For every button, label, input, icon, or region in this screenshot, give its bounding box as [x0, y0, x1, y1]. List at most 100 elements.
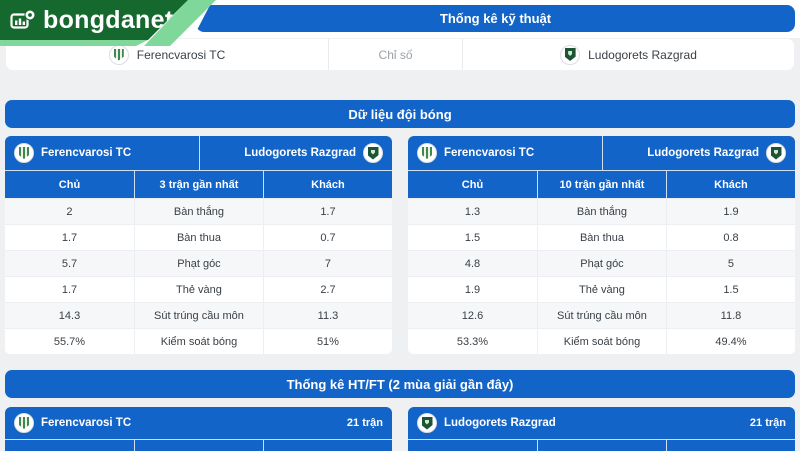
- table-away-team-name: Ludogorets Razgrad: [244, 147, 356, 159]
- htft-col: [665, 440, 795, 451]
- table-row: 53.3% Kiểm soát bóng 49.4%: [408, 328, 795, 354]
- htft-col: [133, 440, 263, 451]
- away-team-link[interactable]: Ludogorets Razgrad: [463, 39, 794, 70]
- table-home-team: Ferencvarosi TC: [408, 136, 602, 170]
- htft-panel-header: Ludogorets Razgrad 21 trận: [408, 407, 795, 439]
- logo-text: bongdanet: [43, 5, 174, 34]
- stat-away-value: 11.3: [262, 303, 392, 328]
- stat-home-value: 14.3: [58, 309, 81, 322]
- table-row: 2 Bàn thắng 1.7: [5, 198, 392, 224]
- col-home-label: Chủ: [58, 178, 81, 191]
- htft-panel-home: Ferencvarosi TC 21 trận: [5, 407, 392, 451]
- stat-name: Kiểm soát bóng: [536, 329, 666, 354]
- stat-away-value: 1.9: [665, 199, 795, 224]
- htft-section-title: Thống kê HT/FT (2 mùa giải gần đây): [286, 376, 514, 392]
- htft-col: [408, 440, 537, 451]
- table-home-team: Ferencvarosi TC: [5, 136, 199, 170]
- stat-table-last-3: Ferencvarosi TC Ludogorets Razgrad Chủ 3…: [5, 136, 392, 354]
- ferencvarosi-badge-icon: [417, 143, 437, 163]
- ferencvarosi-badge-icon: [108, 44, 129, 65]
- table-row: 1.5 Bàn thua 0.8: [408, 224, 795, 250]
- stat-home-value: 12.6: [461, 309, 484, 322]
- htft-col: [5, 440, 134, 451]
- table-column-header: Chủ 3 trận gần nhất Khách: [5, 170, 392, 198]
- htft-panel-header: Ferencvarosi TC 21 trận: [5, 407, 392, 439]
- col-home-label: Chủ: [461, 178, 484, 191]
- htft-table-top-clipped: [408, 439, 795, 451]
- shield-detail: [774, 149, 778, 155]
- stat-home-value: 53.3%: [456, 335, 489, 348]
- stat-home-value: 1.9: [464, 283, 481, 296]
- stat-away-value: 2.7: [262, 277, 392, 302]
- col-away-label: Khách: [262, 171, 392, 198]
- shield-glyph: [770, 146, 782, 160]
- ludogorets-badge-icon: [766, 143, 786, 163]
- stat-away-value: 7: [262, 251, 392, 276]
- ludogorets-badge-icon: [363, 143, 383, 163]
- shield-detail: [425, 419, 429, 425]
- shield-glyph: [113, 48, 124, 61]
- shield-glyph: [19, 147, 29, 159]
- table-row: 12.6 Sút trúng cầu môn 11.8: [408, 302, 795, 328]
- stat-away-value: 1.7: [262, 199, 392, 224]
- table-away-team-name: Ludogorets Razgrad: [647, 147, 759, 159]
- shield-glyph: [19, 417, 29, 429]
- htft-table-top-clipped: [5, 439, 392, 451]
- stat-name: Phạt góc: [133, 251, 263, 276]
- table-row: 1.9 Thẻ vàng 1.5: [408, 276, 795, 302]
- stat-away-value: 0.8: [665, 225, 795, 250]
- stat-away-value: 49.4%: [665, 329, 795, 354]
- htft-team-name: Ludogorets Razgrad: [444, 417, 556, 429]
- htft-team-name: Ferencvarosi TC: [41, 417, 132, 429]
- htft-section-title-bar: Thống kê HT/FT (2 mùa giải gần đây): [5, 370, 795, 398]
- logo-accent-bottom: [0, 40, 148, 46]
- stat-home-value: 4.8: [464, 257, 481, 270]
- stat-home-value: 2: [66, 205, 73, 218]
- htft-col: [262, 440, 392, 451]
- htft-col: [536, 440, 666, 451]
- stat-away-value: 5: [665, 251, 795, 276]
- table-row: 1.3 Bàn thắng 1.9: [408, 198, 795, 224]
- tech-stats-title-bar: Thống kê kỹ thuật: [196, 5, 795, 32]
- stat-home-value: 5.7: [61, 257, 78, 270]
- stat-away-value: 1.5: [665, 277, 795, 302]
- center-label: Chỉ số: [378, 47, 413, 62]
- shield-detail: [568, 51, 573, 56]
- stat-home-value: 55.7%: [53, 335, 86, 348]
- table-away-team: Ludogorets Razgrad: [601, 136, 796, 170]
- stat-home-value: 1.3: [464, 205, 481, 218]
- stat-away-value: 0.7: [262, 225, 392, 250]
- team-data-section-title: Dữ liệu đội bóng: [348, 106, 452, 122]
- col-period-label: 3 trận gần nhất: [133, 171, 263, 198]
- htft-panel-away: Ludogorets Razgrad 21 trận: [408, 407, 795, 451]
- stat-name: Bàn thắng: [536, 199, 666, 224]
- table-row: 14.3 Sút trúng cầu môn 11.3: [5, 302, 392, 328]
- stat-home-value: 1.7: [61, 283, 78, 296]
- stat-name: Bàn thua: [536, 225, 666, 250]
- col-period-label: 10 trận gần nhất: [536, 171, 666, 198]
- top-header: bongdanet Thống kê kỹ thuật: [0, 0, 800, 46]
- col-away-label: Khách: [665, 171, 795, 198]
- tech-stats-title: Thống kê kỹ thuật: [439, 11, 552, 26]
- stat-name: Phạt góc: [536, 251, 666, 276]
- stat-name: Bàn thua: [133, 225, 263, 250]
- table-row: 1.7 Bàn thua 0.7: [5, 224, 392, 250]
- bongdanet-logo[interactable]: bongdanet: [0, 0, 222, 46]
- table-team-header: Ferencvarosi TC Ludogorets Razgrad: [5, 136, 392, 170]
- table-row: 5.7 Phạt góc 7: [5, 250, 392, 276]
- home-team-name: Ferencvarosi TC: [136, 47, 226, 62]
- table-away-team: Ludogorets Razgrad: [198, 136, 393, 170]
- stat-name: Thẻ vàng: [536, 277, 666, 302]
- htft-matches-count: 21 trận: [749, 417, 786, 429]
- stat-home-value: 1.5: [464, 231, 481, 244]
- stat-name: Kiểm soát bóng: [133, 329, 263, 354]
- stat-name: Sút trúng cầu môn: [133, 303, 263, 328]
- htft-panels-container: Ferencvarosi TC 21 trận Ludogorets Razgr…: [5, 407, 795, 451]
- ferencvarosi-badge-icon: [14, 143, 34, 163]
- logo-chart-ball-icon: [10, 9, 36, 29]
- shield-glyph: [421, 416, 433, 430]
- stat-name: Bàn thắng: [133, 199, 263, 224]
- shield-glyph: [422, 147, 432, 159]
- table-team-header: Ferencvarosi TC Ludogorets Razgrad: [408, 136, 795, 170]
